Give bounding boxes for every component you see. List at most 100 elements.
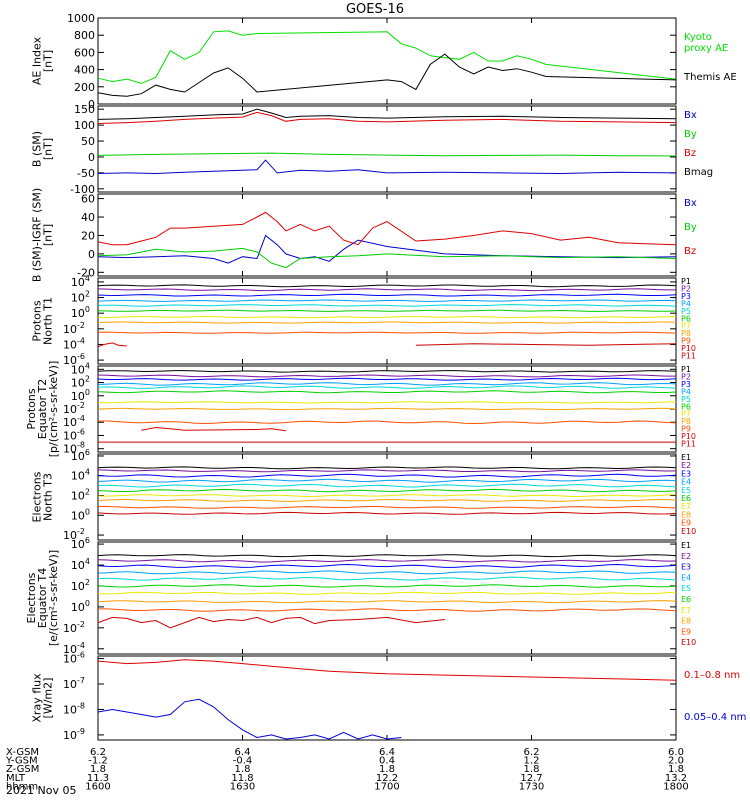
series-line-p6 (97, 390, 677, 394)
series-line-bmag (97, 108, 677, 120)
series-line-p1 (97, 370, 677, 373)
series-line-e7 (97, 494, 677, 498)
y-axis-label: B (SM) (31, 131, 44, 167)
legend-label: Kyoto (684, 32, 712, 43)
series-line-0-1-0-8-nm (97, 659, 677, 681)
series-line-p5 (97, 304, 677, 307)
legend-label: P4 (681, 299, 691, 308)
legend-label: E7 (681, 606, 691, 615)
ephemeris-row-label: X-GSM (6, 747, 39, 758)
y-tick-label: 102 (71, 290, 90, 305)
y-tick-label: 100 (71, 599, 90, 614)
y-axis-label: Equator T4 (36, 568, 49, 628)
series-line-p7 (97, 401, 677, 404)
legend-label: P10 (681, 432, 696, 441)
date-label: 2021 Nov 05 (6, 784, 76, 797)
y-tick-label: 100 (71, 305, 90, 320)
legend-label: E1 (681, 541, 691, 550)
legend-label: E2 (681, 552, 691, 561)
series-line-e8 (97, 498, 677, 502)
y-axis-label: Protons (25, 388, 38, 429)
legend-label: E5 (681, 584, 691, 593)
y-tick-label: 0 (88, 151, 95, 164)
series-line-e9 (98, 505, 677, 509)
series-line-themis-ae (97, 53, 677, 97)
legend-label: P1 (681, 277, 691, 286)
ephemeris-row-label: Y-GSM (5, 756, 38, 767)
series-line-p2 (97, 374, 676, 378)
y-tick-label: -20 (77, 266, 95, 279)
legend-label: P11 (681, 440, 696, 449)
series-line-e9 (98, 608, 677, 612)
y-tick-label: 60 (81, 193, 95, 206)
series-line-by (97, 152, 677, 157)
y-axis-label: [p/(cm²-s-sr-keV)] (47, 361, 60, 458)
legend-label: P4 (681, 387, 691, 396)
y-axis-label: North T3 (42, 473, 55, 521)
ephemeris-value: 1700 (374, 781, 399, 792)
y-tick-label: 20 (81, 229, 95, 242)
series-line-bz (97, 211, 677, 246)
series-line-kyoto-proxy-ae (97, 30, 677, 84)
legend-label: E6 (681, 595, 691, 604)
series-line-e10 (97, 616, 445, 629)
panel-xray: 10-6 10-7 10-8 10-9 Xray flux[W/m2] 0.1–0.8 n… (31, 651, 747, 742)
legend-label: P11 (681, 352, 696, 361)
y-axis-label: Electrons (25, 572, 38, 623)
legend-label: Bx (684, 198, 697, 209)
ephemeris-row-label: MLT (6, 773, 26, 784)
series-line-e2 (97, 469, 677, 473)
legend-label: P8 (681, 329, 691, 338)
y-tick-label: 104 (71, 274, 90, 289)
legend-label: P5 (681, 395, 691, 404)
y-tick-label: 200 (74, 81, 95, 94)
series-line-e8 (97, 600, 677, 604)
legend-label: P6 (681, 402, 691, 411)
y-tick-label: 600 (74, 46, 95, 59)
series-line-p9 (97, 331, 677, 334)
legend-label: E10 (681, 638, 696, 647)
plot-title: GOES-16 (346, 2, 404, 17)
y-tick-label: 150 (74, 103, 95, 116)
legend-label: P8 (681, 417, 691, 426)
panel-ae: 0 200 400 600 800 1000 AE Index[nT] Kyotoproxy … (31, 12, 737, 111)
legend-label: P9 (681, 337, 691, 346)
ephemeris-value: 12.7 (520, 773, 542, 784)
series-line-p3 (97, 377, 677, 381)
ephemeris-value: 1730 (519, 781, 544, 792)
y-tick-label: 102 (71, 578, 90, 593)
series-line-p8 (97, 407, 677, 411)
legend-label: E7 (681, 502, 691, 511)
series-line-p1 (97, 284, 677, 288)
panel-pe: 10410210010-210-410-610-8ProtonsEquator … (25, 361, 696, 458)
y-tick-label: -100 (70, 183, 95, 196)
legend-label: E9 (681, 627, 691, 636)
panel-frame (97, 655, 677, 741)
legend-label: Bx (684, 110, 697, 121)
ephemeris-row-label: Z-GSM (6, 764, 39, 775)
series-line-e10 (97, 511, 677, 515)
y-tick-label: 1000 (67, 12, 95, 25)
series-line-e4 (97, 570, 677, 575)
ephemeris-value: 11.3 (87, 773, 109, 784)
y-axis-label: Equator T2 (36, 379, 49, 439)
legend-label: E8 (681, 617, 691, 626)
ephemeris-row-label: hhmm (6, 781, 38, 792)
legend-label: P10 (681, 344, 696, 353)
y-axis-label: North T1 (42, 297, 55, 345)
y-tick-label: 106 (71, 536, 90, 551)
series-line-p2 (97, 288, 676, 292)
legend-label: Bz (684, 148, 696, 159)
legend-label: Themis AE (683, 72, 737, 83)
legend-label: By (684, 129, 697, 140)
legend-label: E4 (681, 573, 691, 582)
series-line-p9 (98, 420, 677, 425)
y-tick-label: 104 (71, 557, 90, 572)
ephemeris-value: 1.8 (235, 764, 251, 775)
y-tick-label: 0 (88, 248, 95, 261)
series-line-p4 (97, 382, 677, 386)
series-line-e5 (97, 483, 677, 488)
